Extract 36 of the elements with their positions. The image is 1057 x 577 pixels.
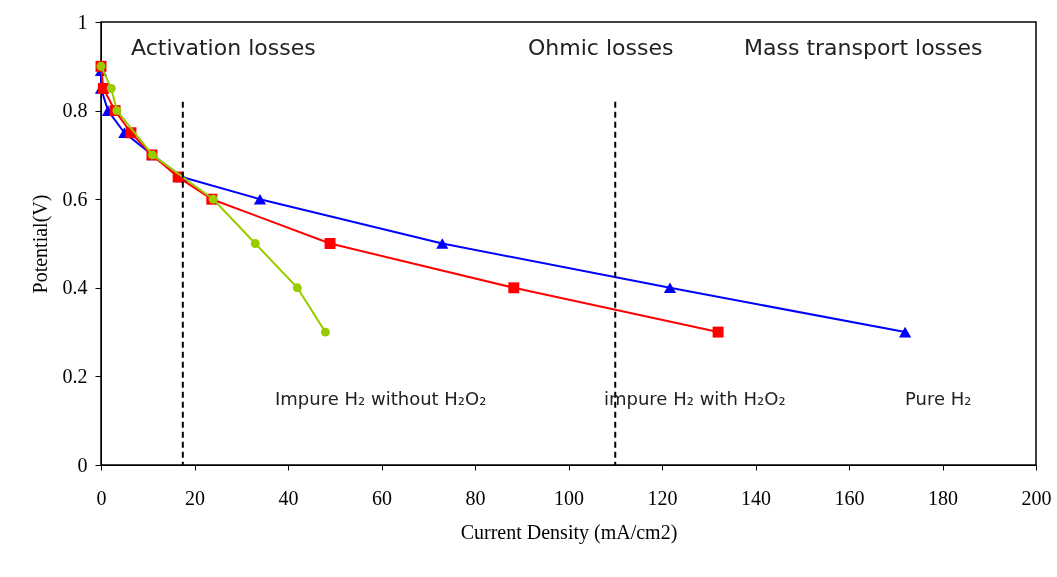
- annotation: Impure H₂ without H₂O₂: [275, 388, 487, 409]
- point: [292, 283, 302, 293]
- x-tick-label: 20: [185, 486, 205, 509]
- point: [320, 327, 330, 337]
- y-tick-label: 1: [77, 10, 88, 33]
- annotation: Activation losses: [131, 35, 316, 60]
- x-tick-label: 200: [1021, 486, 1052, 509]
- point: [436, 238, 449, 249]
- annotation: Ohmic losses: [528, 35, 674, 60]
- y-tick-label: 0.8: [62, 99, 88, 122]
- point: [250, 239, 260, 248]
- point: [898, 326, 912, 338]
- x-tick-label: 100: [554, 486, 584, 509]
- x-tick-label: 160: [834, 486, 865, 509]
- x-tick-label: 180: [928, 486, 958, 509]
- x-tick-label: 60: [372, 486, 392, 509]
- x-tick-label: 80: [465, 486, 486, 509]
- x-axis-title: Current Density (mA/cm2): [460, 520, 678, 544]
- annotation: Pure H₂: [905, 388, 972, 409]
- y-tick-label: 0.2: [62, 364, 88, 387]
- x-tick-label: 0: [96, 486, 107, 509]
- point: [508, 282, 520, 294]
- point: [106, 83, 116, 93]
- x-tick-label: 120: [647, 486, 678, 509]
- y-axis-title: Potential(V): [28, 194, 52, 294]
- y-tick-label: 0: [77, 453, 88, 476]
- point: [253, 193, 267, 205]
- y-tick-label: 0.4: [62, 276, 88, 299]
- x-tick-label: 140: [741, 486, 771, 509]
- point: [663, 282, 677, 294]
- point: [712, 326, 724, 338]
- annotation: impure H₂ with H₂O₂: [604, 388, 786, 409]
- x-tick-label: 40: [278, 486, 299, 509]
- point: [324, 238, 336, 249]
- y-tick-label: 0.6: [62, 187, 88, 210]
- annotation: Mass transport losses: [744, 35, 983, 60]
